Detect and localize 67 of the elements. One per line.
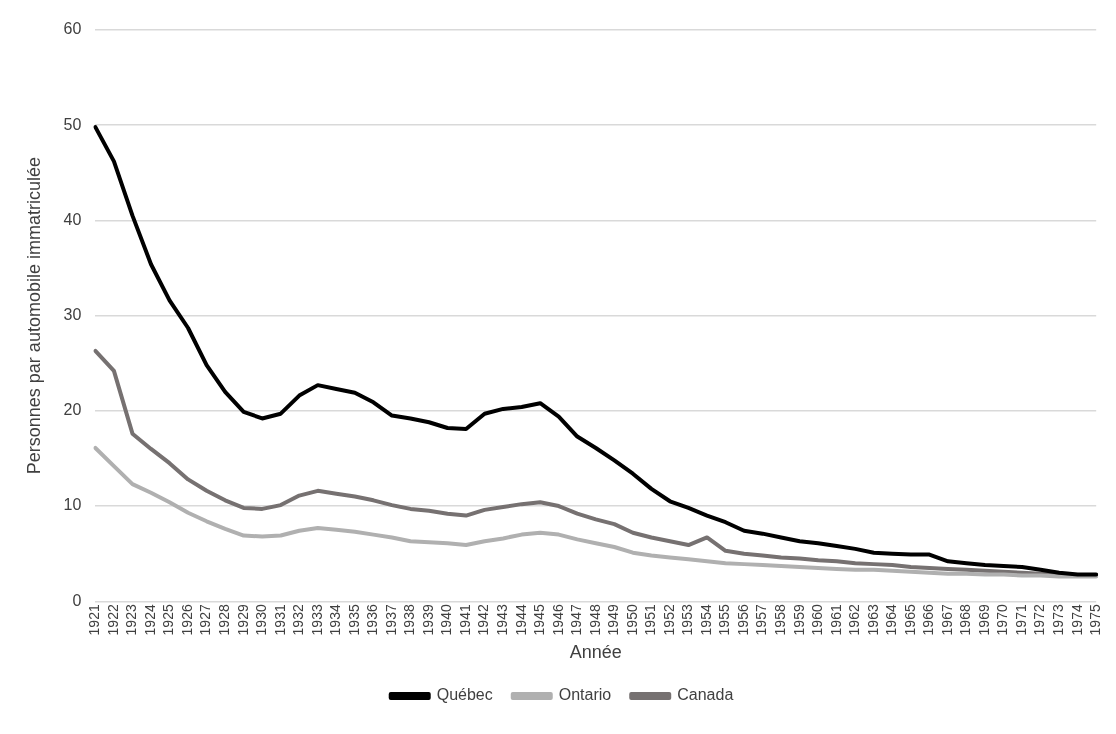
x-tick-label: 1937 xyxy=(382,604,399,636)
x-tick-label: 1935 xyxy=(345,604,362,636)
x-tick-label: 1961 xyxy=(827,604,844,636)
x-tick-label: 1929 xyxy=(234,604,251,636)
x-tick-label: 1947 xyxy=(568,604,585,636)
x-tick-label: 1972 xyxy=(1031,604,1048,636)
x-tick-label: 1967 xyxy=(938,604,955,636)
x-tick-label: 1950 xyxy=(623,604,640,636)
x-tick-label: 1942 xyxy=(475,604,492,636)
x-tick-label: 1925 xyxy=(160,604,177,636)
x-tick-label: 1951 xyxy=(642,604,659,636)
x-tick-label: 1949 xyxy=(605,604,622,636)
legend-label: Québec xyxy=(436,686,493,704)
x-tick-label: 1962 xyxy=(846,604,863,636)
x-tick-label: 1954 xyxy=(697,604,714,636)
x-tick-label: 1966 xyxy=(920,604,937,636)
x-tick-label: 1956 xyxy=(734,604,751,636)
x-tick-label: 1974 xyxy=(1068,604,1085,636)
x-tick-label: 1932 xyxy=(290,604,307,636)
x-tick-label: 1959 xyxy=(790,604,807,636)
x-tick-label: 1921 xyxy=(86,604,103,636)
x-tick-label: 1964 xyxy=(883,604,900,636)
x-tick-label: 1969 xyxy=(975,604,992,636)
x-tick-label: 1958 xyxy=(771,604,788,636)
x-tick-label: 1926 xyxy=(178,604,195,636)
x-tick-label: 1946 xyxy=(549,604,566,636)
x-tick-label: 1970 xyxy=(994,604,1011,636)
x-tick-label: 1924 xyxy=(141,604,158,636)
y-tick-label: 40 xyxy=(63,210,82,228)
x-tick-label: 1960 xyxy=(809,604,826,636)
x-tick-label: 1940 xyxy=(438,604,455,636)
x-tick-label: 1963 xyxy=(864,604,881,636)
x-tick-label: 1939 xyxy=(419,604,436,636)
x-tick-label: 1957 xyxy=(753,604,770,636)
x-tick-label: 1923 xyxy=(123,604,140,636)
y-tick-label: 30 xyxy=(63,306,82,324)
x-tick-label: 1973 xyxy=(1049,604,1066,636)
x-tick-label: 1943 xyxy=(493,604,510,636)
x-tick-label: 1955 xyxy=(716,604,733,636)
y-tick-label: 50 xyxy=(63,115,82,133)
x-tick-label: 1971 xyxy=(1012,604,1029,636)
x-tick-label: 1944 xyxy=(512,604,529,636)
x-tick-label: 1968 xyxy=(957,604,974,636)
x-axis-title: Année xyxy=(569,642,622,663)
y-tick-label: 0 xyxy=(72,591,82,609)
x-tick-label: 1922 xyxy=(104,604,121,636)
x-tick-label: 1928 xyxy=(215,604,232,636)
y-tick-label: 60 xyxy=(63,20,82,38)
legend-label: Canada xyxy=(677,686,734,704)
x-tick-label: 1941 xyxy=(456,604,473,636)
x-tick-label: 1930 xyxy=(253,604,270,636)
x-tick-label: 1975 xyxy=(1087,604,1104,636)
x-tick-label: 1953 xyxy=(679,604,696,636)
x-tick-label: 1934 xyxy=(327,604,344,636)
x-tick-label: 1933 xyxy=(308,604,325,636)
x-tick-label: 1952 xyxy=(660,604,677,636)
x-tick-label: 1945 xyxy=(531,604,548,636)
x-tick-label: 1948 xyxy=(586,604,603,636)
x-tick-label: 1936 xyxy=(364,604,381,636)
x-tick-label: 1927 xyxy=(197,604,214,636)
legend-label: Ontario xyxy=(558,686,612,704)
x-tick-label: 1938 xyxy=(401,604,418,636)
y-tick-label: 10 xyxy=(63,496,82,514)
x-tick-label: 1965 xyxy=(901,604,918,636)
y-axis-title: Personnes par automobile immatriculée xyxy=(23,157,44,475)
x-tick-label: 1931 xyxy=(271,604,288,636)
y-tick-label: 20 xyxy=(63,401,82,419)
